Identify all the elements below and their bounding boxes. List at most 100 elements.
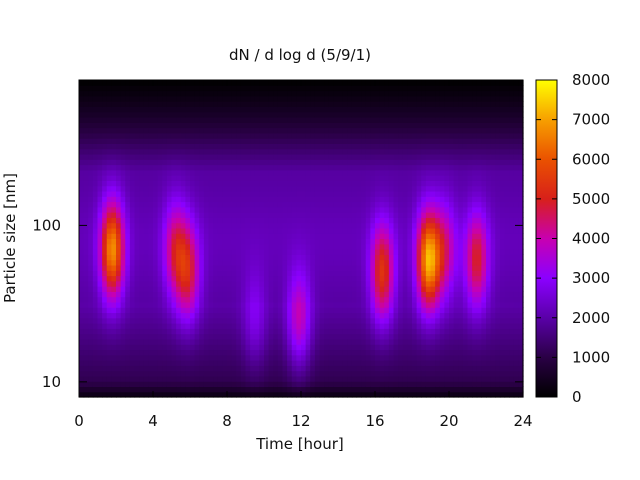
heatmap-cell — [370, 254, 376, 261]
heatmap-cell — [425, 381, 432, 388]
heatmap-cell — [291, 243, 297, 250]
heatmap-cell — [444, 338, 450, 345]
heatmap-cell — [222, 122, 228, 129]
heatmap-cell — [301, 148, 307, 155]
heatmap-cell — [88, 264, 94, 271]
heatmap-cell — [268, 259, 274, 266]
heatmap-cell — [236, 296, 242, 303]
heatmap-cell — [319, 360, 325, 366]
heatmap-cell — [213, 280, 219, 287]
heatmap-cell — [106, 148, 112, 155]
heatmap-cell — [240, 370, 247, 377]
heatmap-cell — [162, 116, 168, 123]
heatmap-cell — [125, 122, 131, 129]
heatmap-cell — [254, 222, 260, 229]
heatmap-cell — [361, 296, 367, 303]
heatmap-cell — [162, 296, 168, 303]
heatmap-cell — [194, 201, 200, 208]
heatmap-cell — [83, 206, 89, 213]
heatmap-cell — [425, 111, 432, 118]
heatmap-cell — [421, 259, 427, 266]
heatmap-cell — [384, 159, 390, 166]
heatmap-cell — [208, 381, 214, 388]
heatmap-cell — [245, 243, 251, 250]
heatmap-cell — [171, 127, 177, 134]
heatmap-cell — [125, 190, 131, 197]
heatmap-cell — [305, 201, 311, 208]
heatmap-cell — [305, 95, 311, 102]
heatmap-cell — [458, 301, 464, 308]
heatmap-cell — [171, 386, 177, 393]
heatmap-cell — [356, 280, 362, 287]
heatmap-cell — [268, 180, 274, 187]
heatmap-cell — [356, 164, 362, 171]
heatmap-cell — [416, 138, 422, 144]
heatmap-cell — [111, 175, 117, 181]
heatmap-cell — [125, 312, 131, 319]
heatmap-cell — [79, 307, 85, 314]
heatmap-cell — [259, 127, 265, 134]
heatmap-cell — [282, 127, 288, 134]
heatmap-cell — [190, 111, 196, 118]
heatmap-cell — [444, 354, 450, 361]
heatmap-cell — [351, 95, 358, 102]
heatmap-cell — [273, 254, 279, 261]
heatmap-cell — [444, 148, 450, 155]
heatmap-cell — [83, 264, 89, 271]
heatmap-cell — [185, 291, 191, 298]
heatmap-cell — [125, 185, 131, 192]
heatmap-cell — [324, 153, 330, 160]
heatmap-cell — [449, 227, 455, 234]
heatmap-cell — [356, 90, 362, 97]
heatmap-cell — [250, 317, 256, 324]
heatmap-cell — [222, 312, 228, 319]
heatmap-cell — [365, 95, 371, 102]
heatmap-cell — [361, 101, 367, 108]
heatmap-cell — [421, 190, 427, 197]
heatmap-cell — [421, 185, 427, 192]
heatmap-cell — [254, 317, 260, 324]
heatmap-cell — [97, 80, 103, 86]
heatmap-cell — [250, 196, 256, 203]
heatmap-cell — [129, 90, 136, 97]
heatmap-cell — [111, 132, 117, 139]
heatmap-cell — [407, 85, 413, 92]
heatmap-cell — [116, 323, 122, 329]
heatmap-cell — [217, 233, 223, 240]
heatmap-cell — [83, 132, 89, 139]
heatmap-cell — [435, 323, 441, 329]
heatmap-cell — [319, 291, 325, 298]
heatmap-cell — [453, 116, 459, 123]
heatmap-cell — [347, 196, 353, 203]
heatmap-cell — [301, 365, 307, 372]
heatmap-cell — [282, 275, 288, 282]
heatmap-cell — [375, 196, 381, 203]
heatmap-cell — [342, 344, 348, 351]
heatmap-cell — [444, 323, 450, 329]
heatmap-cell — [111, 111, 117, 118]
heatmap-cell — [305, 328, 311, 335]
heatmap-cell — [449, 291, 455, 298]
heatmap-cell — [393, 270, 399, 277]
heatmap-cell — [153, 222, 159, 229]
heatmap-cell — [402, 365, 408, 372]
heatmap-cell — [97, 201, 103, 208]
heatmap-cell — [180, 365, 186, 372]
heatmap-cell — [402, 212, 408, 218]
heatmap-cell — [287, 365, 293, 372]
heatmap-cell — [430, 275, 436, 282]
heatmap-cell — [328, 296, 334, 303]
heatmap-cell — [143, 190, 149, 197]
heatmap-cell — [365, 169, 371, 176]
heatmap-cell — [296, 233, 302, 240]
heatmap-cell — [116, 301, 122, 308]
heatmap-cell — [444, 291, 450, 298]
heatmap-cell — [342, 254, 348, 261]
heatmap-cell — [231, 185, 237, 192]
heatmap-cell — [162, 259, 168, 266]
heatmap-cell — [328, 169, 334, 176]
heatmap-cell — [203, 132, 210, 139]
heatmap-cell — [264, 333, 270, 340]
heatmap-cell — [375, 307, 381, 314]
